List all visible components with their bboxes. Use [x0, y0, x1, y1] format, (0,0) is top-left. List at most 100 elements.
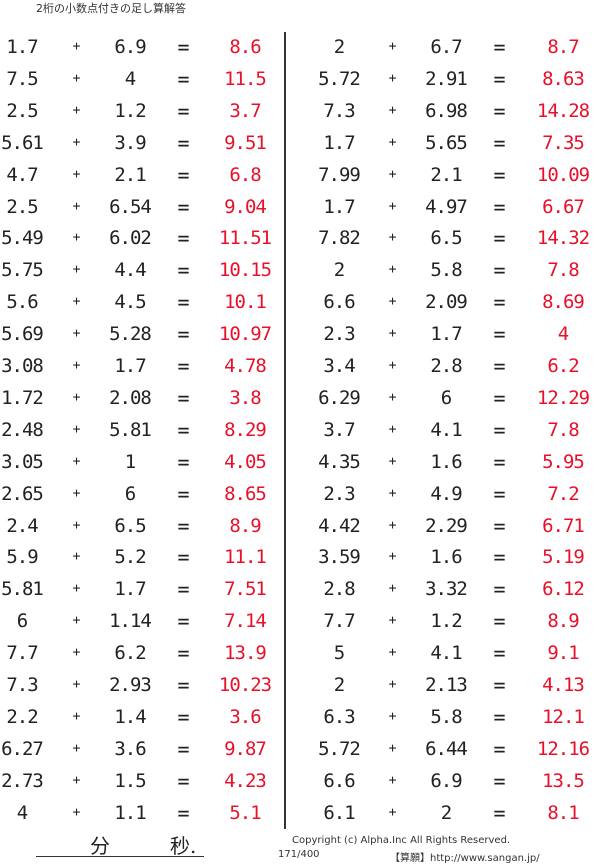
right-row-10-addend-b: 1.7	[430, 323, 462, 346]
left-row-16-answer: 8.9	[229, 514, 261, 537]
left-row-9-answer: 10.1	[224, 291, 267, 314]
right-row-18-plus-sign: +	[388, 581, 397, 597]
left-row-2-addend-a: 7.5	[6, 67, 38, 90]
left-row-25-answer: 5.1	[229, 801, 261, 824]
right-row-23-equals-sign: =	[493, 736, 505, 761]
right-row-22-equals-sign: =	[493, 704, 505, 729]
left-row-25-addend-a: 4	[16, 801, 28, 824]
left-row-6-equals-sign: =	[177, 194, 189, 219]
right-row-8-answer: 7.8	[547, 259, 579, 282]
right-row-16-addend-b: 2.29	[425, 514, 468, 537]
right-row-13-answer: 7.8	[547, 418, 579, 441]
left-row-4-plus-sign: +	[72, 134, 81, 150]
left-row-24-answer: 4.23	[224, 769, 267, 792]
right-row-4-answer: 7.35	[542, 131, 585, 154]
right-row-11-addend-a: 3.4	[323, 355, 355, 377]
right-row-20-addend-a: 5	[333, 642, 345, 665]
right-row-1-addend-a: 2	[333, 36, 345, 58]
right-row-24-addend-b: 6.9	[430, 769, 462, 792]
right-row-25-addend-b: 2	[440, 801, 452, 824]
right-row-18-addend-b: 3.32	[425, 578, 468, 601]
right-row-24-equals-sign: =	[493, 768, 505, 793]
left-row-20-answer: 13.9	[224, 642, 267, 665]
right-row-15-addend-a: 2.3	[323, 482, 355, 505]
left-row-24-plus-sign: +	[72, 772, 81, 788]
right-row-6-equals-sign: =	[493, 194, 505, 219]
right-row-20-addend-b: 4.1	[430, 642, 462, 665]
left-row-17-answer: 11.1	[224, 546, 267, 569]
right-row-23-answer: 12.16	[536, 737, 590, 760]
right-row-14-addend-a: 4.35	[318, 450, 361, 473]
right-row-7-equals-sign: =	[493, 226, 505, 251]
left-row-21-answer: 10.23	[218, 674, 272, 696]
left-row-17-addend-a: 5.9	[6, 546, 38, 569]
left-row-11-plus-sign: +	[72, 358, 81, 373]
left-row-12-equals-sign: =	[177, 385, 189, 410]
right-row-21-answer: 4.13	[542, 674, 585, 696]
left-row-17-equals-sign: =	[177, 545, 189, 570]
right-row-15-equals-sign: =	[493, 481, 505, 506]
right-row-23-plus-sign: +	[388, 740, 397, 756]
right-row-2-answer: 8.63	[542, 67, 585, 90]
right-row-7-addend-a: 7.82	[318, 227, 361, 250]
right-row-17-addend-a: 3.59	[318, 546, 361, 569]
right-row-5-equals-sign: =	[493, 162, 505, 187]
right-row-2-addend-b: 2.91	[425, 67, 468, 90]
right-row-21-equals-sign: =	[493, 673, 505, 697]
left-row-25-plus-sign: +	[72, 804, 81, 820]
right-row-18-equals-sign: =	[493, 577, 505, 602]
left-row-2-equals-sign: =	[177, 66, 189, 91]
left-row-24-addend-b: 1.5	[114, 769, 146, 792]
left-row-22-addend-a: 2.2	[6, 705, 38, 728]
left-row-15-equals-sign: =	[177, 481, 189, 506]
right-row-10-plus-sign: +	[388, 326, 397, 342]
left-row-12-plus-sign: +	[72, 389, 81, 405]
right-row-8-equals-sign: =	[493, 258, 505, 283]
left-row-21-equals-sign: =	[177, 673, 189, 697]
right-row-9-plus-sign: +	[388, 294, 397, 310]
right-row-25-plus-sign: +	[388, 804, 397, 820]
left-row-19-answer: 7.14	[224, 610, 267, 633]
left-row-8-answer: 10.15	[218, 259, 272, 282]
left-row-2-addend-b: 4	[124, 67, 136, 90]
time-record-line: 分 秒.	[36, 830, 204, 858]
right-row-6-addend-b: 4.97	[425, 195, 468, 218]
right-row-21-addend-a: 2	[333, 674, 345, 696]
left-row-11-addend-b: 1.7	[114, 355, 146, 377]
right-row-23-addend-b: 6.44	[425, 737, 468, 760]
left-row-20-addend-b: 6.2	[114, 642, 146, 665]
left-row-18-addend-b: 1.7	[114, 578, 146, 601]
left-row-6-plus-sign: +	[72, 198, 81, 214]
left-row-18-plus-sign: +	[72, 581, 81, 597]
left-row-10-equals-sign: =	[177, 322, 189, 347]
copyright: Copyright (c) Alpha.Inc All Rights Reser…	[292, 835, 511, 846]
left-row-4-equals-sign: =	[177, 130, 189, 155]
right-row-19-addend-a: 7.7	[323, 610, 355, 633]
left-row-6-answer: 9.04	[224, 195, 267, 218]
left-row-9-addend-b: 4.5	[114, 291, 146, 314]
left-row-24-equals-sign: =	[177, 768, 189, 793]
right-row-1-equals-sign: =	[493, 35, 505, 59]
right-row-17-answer: 5.19	[542, 546, 585, 569]
right-row-9-equals-sign: =	[493, 290, 505, 315]
right-row-9-addend-b: 2.09	[425, 291, 468, 314]
right-row-17-equals-sign: =	[493, 545, 505, 570]
left-row-16-addend-a: 2.4	[6, 514, 38, 537]
page-title: 2桁の小数点付きの足し算解答	[36, 2, 186, 15]
left-row-2-answer: 11.5	[224, 67, 267, 90]
left-row-18-answer: 7.51	[224, 578, 267, 601]
left-row-5-addend-b: 2.1	[114, 163, 146, 186]
right-row-20-plus-sign: +	[388, 645, 397, 661]
right-row-21-plus-sign: +	[388, 677, 397, 692]
left-row-3-plus-sign: +	[72, 102, 81, 118]
right-row-8-addend-b: 5.8	[430, 259, 462, 282]
left-row-21-addend-a: 7.3	[6, 674, 38, 696]
right-row-3-equals-sign: =	[493, 98, 505, 123]
right-row-3-addend-a: 7.3	[323, 99, 355, 122]
left-row-19-addend-b: 1.14	[109, 610, 152, 633]
left-row-3-addend-a: 2.5	[6, 99, 38, 122]
left-row-5-answer: 6.8	[229, 163, 261, 186]
left-row-16-plus-sign: +	[72, 517, 81, 533]
left-row-10-plus-sign: +	[72, 326, 81, 342]
right-row-6-plus-sign: +	[388, 198, 397, 214]
